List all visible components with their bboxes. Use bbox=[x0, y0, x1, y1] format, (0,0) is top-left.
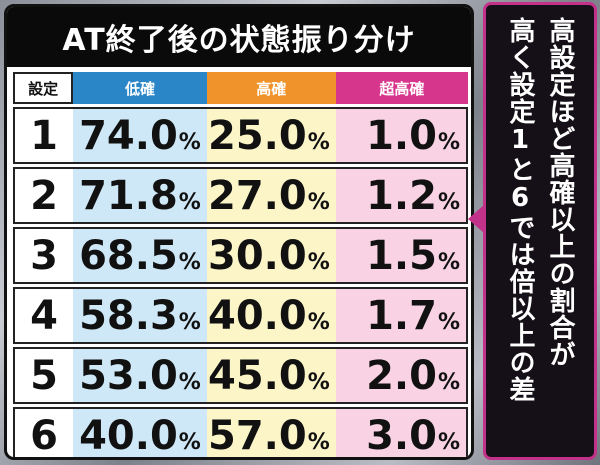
low-value: 71.8 bbox=[79, 172, 178, 219]
distribution-card: AT終了後の状態振り分け 設定 低確 高確 超高確 1 74.0% 25.0% … bbox=[4, 4, 474, 460]
low-value: 53.0 bbox=[79, 352, 178, 399]
note-text: 高設定ほど高確以上の割合が 高く設定1と6では倍以上の差 bbox=[486, 17, 594, 457]
super-value: 3.0 bbox=[366, 412, 437, 459]
low-cell: 71.8% bbox=[73, 167, 207, 224]
table-row: 4 58.3% 40.0% 1.7% bbox=[13, 287, 468, 344]
high-value: 40.0 bbox=[208, 292, 307, 339]
low-value: 40.0 bbox=[79, 412, 178, 459]
percent-sign: % bbox=[178, 129, 201, 155]
high-cell: 27.0% bbox=[206, 167, 336, 224]
super-cell: 1.7% bbox=[335, 287, 468, 344]
percent-sign: % bbox=[437, 129, 460, 155]
low-cell: 74.0% bbox=[73, 107, 207, 164]
setting-cell: 2 bbox=[13, 167, 74, 224]
percent-sign: % bbox=[307, 369, 330, 395]
super-value: 1.2 bbox=[366, 172, 437, 219]
callout-pointer bbox=[468, 205, 484, 233]
header-high: 高確 bbox=[206, 72, 336, 104]
setting-cell: 6 bbox=[13, 407, 74, 457]
high-value: 27.0 bbox=[208, 172, 307, 219]
high-cell: 45.0% bbox=[206, 347, 336, 404]
super-value: 1.5 bbox=[366, 232, 437, 279]
percent-sign: % bbox=[437, 189, 460, 215]
table-row: 5 53.0% 45.0% 2.0% bbox=[13, 347, 468, 404]
percent-sign: % bbox=[437, 429, 460, 455]
high-value: 57.0 bbox=[208, 412, 307, 459]
high-cell: 30.0% bbox=[206, 227, 336, 284]
percent-sign: % bbox=[307, 129, 330, 155]
percent-sign: % bbox=[307, 189, 330, 215]
table-row: 1 74.0% 25.0% 1.0% bbox=[13, 107, 468, 164]
note-line-2: 高く設定1と6では倍以上の差 bbox=[505, 17, 535, 403]
super-value: 2.0 bbox=[366, 352, 437, 399]
low-cell: 58.3% bbox=[73, 287, 207, 344]
super-value: 1.0 bbox=[366, 112, 437, 159]
table-row: 3 68.5% 30.0% 1.5% bbox=[13, 227, 468, 284]
percent-sign: % bbox=[178, 429, 201, 455]
low-cell: 68.5% bbox=[73, 227, 207, 284]
header-setting: 設定 bbox=[13, 72, 74, 104]
high-cell: 57.0% bbox=[206, 407, 336, 459]
setting-cell: 3 bbox=[13, 227, 74, 284]
super-cell: 2.0% bbox=[335, 347, 468, 404]
super-cell: 1.2% bbox=[335, 167, 468, 224]
percent-sign: % bbox=[178, 369, 201, 395]
percent-sign: % bbox=[178, 249, 201, 275]
super-cell: 3.0% bbox=[335, 407, 468, 459]
high-value: 30.0 bbox=[208, 232, 307, 279]
super-cell: 1.0% bbox=[335, 107, 468, 164]
high-cell: 40.0% bbox=[206, 287, 336, 344]
note-callout: 高設定ほど高確以上の割合が 高く設定1と6では倍以上の差 bbox=[483, 2, 597, 460]
table-row: 6 40.0% 57.0% 3.0% bbox=[13, 407, 468, 459]
setting-cell: 4 bbox=[13, 287, 74, 344]
table-title: AT終了後の状態振り分け bbox=[7, 7, 471, 67]
percent-sign: % bbox=[178, 309, 201, 335]
super-value: 1.7 bbox=[366, 292, 437, 339]
note-line-1: 高設定ほど高確以上の割合が bbox=[545, 17, 575, 368]
percent-sign: % bbox=[307, 309, 330, 335]
low-cell: 53.0% bbox=[73, 347, 207, 404]
table-row: 2 71.8% 27.0% 1.2% bbox=[13, 167, 468, 224]
setting-cell: 1 bbox=[13, 107, 74, 164]
percent-sign: % bbox=[178, 189, 201, 215]
percent-sign: % bbox=[437, 249, 460, 275]
high-cell: 25.0% bbox=[206, 107, 336, 164]
percent-sign: % bbox=[307, 249, 330, 275]
high-value: 45.0 bbox=[208, 352, 307, 399]
percent-sign: % bbox=[437, 309, 460, 335]
super-cell: 1.5% bbox=[335, 227, 468, 284]
header-super: 超高確 bbox=[335, 72, 468, 104]
distribution-table: 設定 低確 高確 超高確 1 74.0% 25.0% 1.0% 2 71.8% … bbox=[13, 69, 468, 459]
setting-cell: 5 bbox=[13, 347, 74, 404]
low-value: 58.3 bbox=[79, 292, 178, 339]
high-value: 25.0 bbox=[208, 112, 307, 159]
percent-sign: % bbox=[437, 369, 460, 395]
percent-sign: % bbox=[307, 429, 330, 455]
header-low: 低確 bbox=[73, 72, 207, 104]
header-row: 設定 低確 高確 超高確 bbox=[13, 72, 468, 104]
low-cell: 40.0% bbox=[73, 407, 207, 459]
low-value: 68.5 bbox=[79, 232, 178, 279]
low-value: 74.0 bbox=[79, 112, 178, 159]
